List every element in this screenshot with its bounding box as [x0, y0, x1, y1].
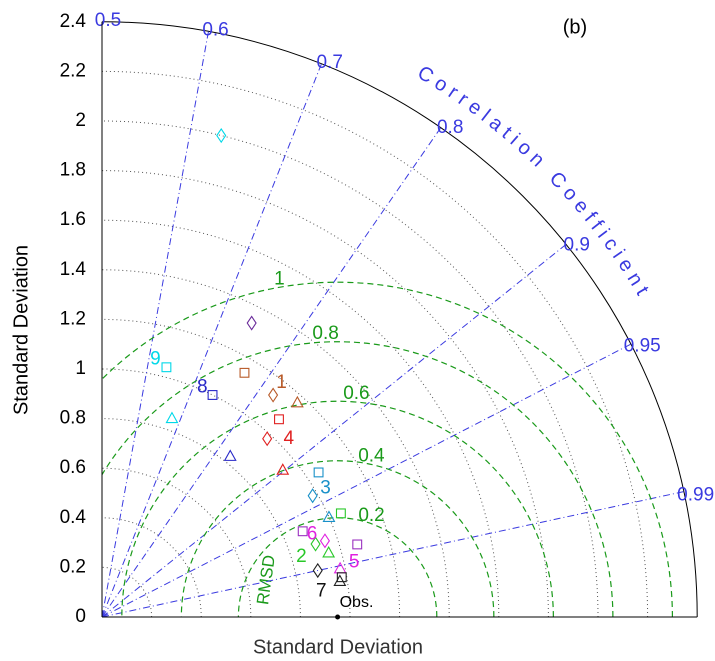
y-tick-label: 2.2	[60, 60, 86, 81]
correlation-tick-label: 0.99	[677, 484, 714, 505]
point-diamond	[310, 536, 321, 552]
rmsd-tick-label: 0.4	[358, 445, 385, 466]
y-tick-label: 1.4	[60, 259, 87, 280]
point-diamond	[307, 488, 318, 504]
y-axis-label: Standard Deviation	[10, 245, 32, 415]
y-tick-label: 1.8	[60, 160, 86, 181]
point-square	[352, 539, 363, 550]
point-triangle	[333, 574, 347, 586]
correlation-line	[101, 243, 567, 618]
point-triangle	[290, 395, 304, 408]
std-arc	[101, 318, 401, 618]
y-tick-label: 0	[75, 606, 86, 627]
point-triangle	[333, 561, 347, 574]
point-diamond	[268, 387, 279, 403]
std-arc	[101, 418, 301, 618]
point-square	[297, 526, 308, 537]
std-arc	[101, 269, 450, 618]
y-tick-label: 1.2	[60, 308, 86, 329]
std-arc	[101, 517, 202, 618]
correlation-label-path: Correlation Coefficient	[413, 62, 650, 304]
correlation-tick-label: 0.7	[316, 52, 342, 73]
correlation-tick-label: 0.6	[202, 20, 228, 41]
model-label: 1	[276, 372, 287, 393]
point-triangle	[322, 545, 336, 558]
point-diamond	[312, 562, 323, 579]
rmsd-label: RMSD	[253, 554, 279, 606]
rmsd-contour	[102, 281, 673, 617]
model-label: 4	[283, 428, 294, 449]
y-tick-label: 2.4	[60, 11, 87, 32]
obs-point	[335, 614, 341, 620]
y-tick-label: 0.2	[60, 556, 86, 577]
outer-arc	[101, 21, 698, 618]
model-label: 8	[197, 376, 208, 397]
correlation-line	[101, 127, 442, 618]
y-tick-label: 0.8	[60, 408, 86, 429]
std-arc	[101, 566, 153, 618]
model-label: 7	[316, 580, 327, 601]
rmsd-tick-label: 1	[274, 268, 285, 289]
correlation-tick-label: 0.5	[95, 10, 121, 31]
point-triangle	[276, 463, 290, 475]
y-tick-label: 1.6	[60, 209, 86, 230]
y-tick-label: 0.4	[60, 507, 87, 528]
model-label: 6	[307, 523, 318, 544]
point-square	[336, 572, 347, 583]
std-arc	[101, 467, 252, 618]
rmsd-contour	[121, 400, 554, 617]
correlation-label: Correlation Coefficient	[413, 62, 655, 304]
correlation-tick-label: 0.8	[437, 117, 463, 138]
y-tick-label: 0.6	[60, 457, 86, 478]
rmsd-contour	[180, 460, 495, 617]
correlation-line	[101, 491, 684, 618]
std-arc	[101, 70, 649, 618]
point-diamond	[262, 431, 273, 447]
x-axis-label: Standard Deviation	[253, 636, 423, 658]
rmsd-tick-label: 0.8	[312, 323, 338, 344]
model-label: 5	[349, 552, 360, 573]
obs-label: Obs.	[340, 594, 374, 611]
rmsd-tick-label: 0.6	[343, 383, 369, 404]
correlation-tick-label: 0.95	[624, 335, 661, 356]
point-square	[239, 367, 250, 378]
rmsd-contours	[102, 281, 673, 617]
model-label: 3	[320, 477, 331, 498]
correlation-line	[101, 63, 322, 618]
correlation-tick-label: 0.9	[564, 235, 590, 256]
std-arc	[101, 368, 351, 618]
y-tick-label: 2	[75, 110, 86, 131]
model-label: 2	[296, 546, 307, 567]
correlation-line	[101, 343, 632, 618]
point-diamond	[216, 127, 227, 144]
std-arc	[101, 120, 599, 618]
y-tick-label: 1	[75, 358, 86, 379]
point-square	[207, 390, 218, 400]
point-triangle	[322, 510, 336, 522]
point-triangle	[165, 411, 179, 424]
rmsd-tick-label: 0.2	[358, 505, 384, 526]
rmsd-contour	[102, 341, 614, 617]
point-square	[161, 362, 172, 373]
point-diamond	[319, 533, 331, 549]
point-diamond	[246, 315, 257, 331]
point-square	[335, 508, 346, 519]
correlation-line	[101, 31, 209, 618]
point-square	[274, 414, 284, 425]
point-triangle	[223, 449, 237, 461]
chart-title: (b)	[563, 16, 587, 38]
grid	[101, 21, 698, 618]
std-arc	[101, 170, 549, 618]
point-square	[313, 467, 324, 478]
model-label: 9	[150, 349, 161, 370]
